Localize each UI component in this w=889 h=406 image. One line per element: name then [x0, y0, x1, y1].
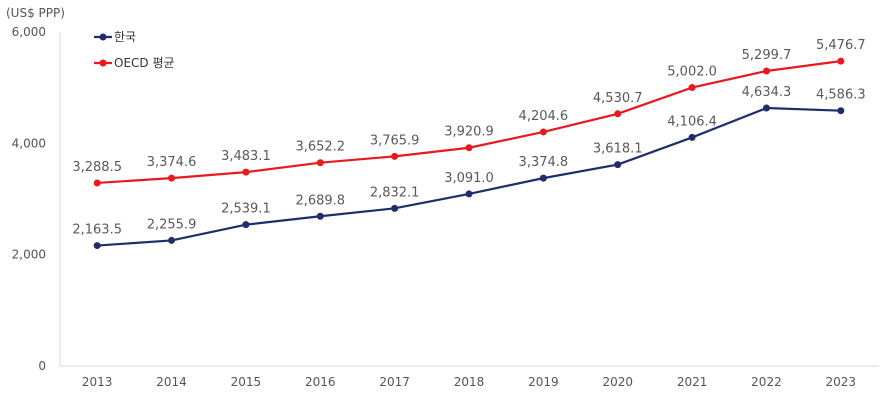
data-point [688, 84, 696, 92]
series-layer: 2,163.5 2,255.9 2,539.1 2,689.8 2,832.1 3,091… [72, 38, 866, 250]
data-point [93, 179, 101, 187]
data-label: 2,539.1 [221, 202, 271, 217]
data-point [316, 212, 324, 220]
x-tick-label: 2016 [305, 375, 336, 389]
data-label: 5,299.7 [742, 48, 792, 63]
data-point [465, 190, 473, 198]
data-label: 3,374.6 [147, 155, 197, 170]
data-point [168, 236, 176, 244]
y-tick-label: 2,000 [12, 248, 46, 262]
data-label: 4,586.3 [816, 88, 866, 103]
data-label: 3,483.1 [221, 149, 271, 164]
data-label: 3,374.8 [519, 155, 569, 170]
data-label: 3,765.9 [370, 133, 420, 148]
data-point [465, 144, 473, 152]
data-label: 3,920.9 [444, 125, 494, 140]
y-tick-label: 0 [38, 359, 46, 373]
data-label: 3,288.5 [72, 160, 122, 175]
data-label: 3,652.2 [295, 140, 345, 155]
data-point [242, 221, 250, 229]
series-oecd-average: 3,288.5 3,374.6 3,483.1 3,652.2 3,765.9 3,920… [72, 38, 866, 187]
x-tick-label: 2022 [751, 375, 782, 389]
x-tick-label: 2021 [677, 375, 708, 389]
legend: 한국 OECD 평균 [94, 30, 175, 70]
data-label: 2,689.8 [295, 193, 345, 208]
data-point [837, 57, 845, 65]
legend-entry: 한국 [94, 30, 136, 44]
data-point [168, 174, 176, 182]
data-point [391, 152, 399, 160]
data-point [539, 128, 547, 136]
legend-label: OECD 평균 [114, 56, 175, 70]
data-label: 4,530.7 [593, 91, 643, 106]
data-point [614, 110, 622, 118]
axes: 0 2,000 4,000 6,000 2013 2014 2015 2016 2017 2018… [12, 25, 878, 389]
x-tick-label: 2023 [826, 375, 857, 389]
data-label: 2,832.1 [370, 185, 420, 200]
legend-swatch-marker [99, 59, 107, 67]
data-point [316, 159, 324, 167]
data-label: 4,204.6 [519, 109, 569, 124]
data-label: 3,091.0 [444, 171, 494, 186]
x-tick-label: 2013 [82, 375, 113, 389]
data-label: 2,163.5 [72, 223, 122, 238]
x-tick-label: 2017 [379, 375, 410, 389]
series-korea: 2,163.5 2,255.9 2,539.1 2,689.8 2,832.1 3,091… [72, 85, 866, 250]
data-point [539, 174, 547, 182]
data-point [242, 168, 250, 176]
legend-label: 한국 [114, 30, 136, 44]
data-label: 5,476.7 [816, 38, 866, 53]
data-label: 4,106.4 [667, 114, 717, 129]
data-label: 5,002.0 [667, 65, 717, 80]
data-point [762, 67, 770, 75]
x-tick-label: 2018 [454, 375, 485, 389]
y-tick-label: 6,000 [12, 25, 46, 39]
y-tick-label: 4,000 [12, 136, 46, 150]
data-label: 4,634.3 [742, 85, 792, 100]
x-tick-label: 2015 [231, 375, 262, 389]
legend-swatch-marker [99, 33, 107, 41]
x-tick-label: 2014 [156, 375, 187, 389]
legend-entry: OECD 평균 [94, 56, 175, 70]
data-point [614, 161, 622, 169]
data-point [93, 242, 101, 250]
x-tick-label: 2020 [602, 375, 633, 389]
data-label: 2,255.9 [147, 217, 197, 232]
data-point [762, 104, 770, 112]
x-tick-label: 2019 [528, 375, 559, 389]
data-point [391, 204, 399, 212]
data-label: 3,618.1 [593, 142, 643, 157]
y-axis-unit-label: (US$ PPP) [6, 6, 65, 20]
data-point [837, 107, 845, 115]
data-point [688, 133, 696, 141]
